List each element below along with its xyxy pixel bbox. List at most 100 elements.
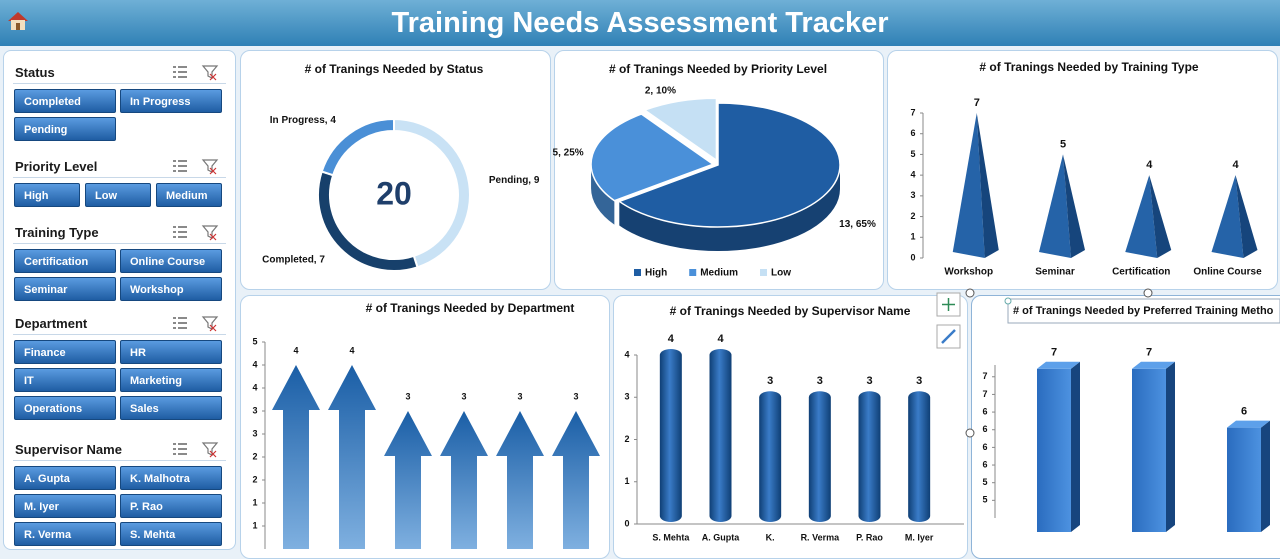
data-label: 3 (817, 375, 823, 387)
slicer-button[interactable]: Completed (14, 89, 116, 113)
slicer-icons[interactable] (170, 157, 220, 175)
title-box (1007, 298, 1280, 324)
y-tick-label: 5 (982, 477, 987, 487)
y-tick-label: 2 (910, 211, 915, 221)
y-tick-label: 4 (252, 359, 257, 369)
plot-area: 7 7 6 (1037, 347, 1270, 532)
arrow (496, 411, 544, 549)
y-tick-label: 0 (624, 518, 629, 528)
data-label: 4 (349, 345, 354, 355)
data-label: 7 (1051, 347, 1057, 359)
x-tick-label: K. (766, 532, 775, 542)
slicer-button[interactable]: High (14, 183, 80, 207)
bar (1037, 368, 1071, 532)
slicer-button[interactable]: S. Mehta (120, 522, 222, 546)
slicer-button[interactable]: Finance (14, 340, 116, 364)
pyramid (952, 113, 985, 258)
data-label: 4 (1232, 159, 1239, 171)
y-tick-label: 4 (624, 349, 629, 359)
slicer-button[interactable]: Low (85, 183, 151, 207)
legend-label: Low (771, 268, 791, 279)
slicer-button[interactable]: R. Verma (14, 522, 116, 546)
data-label: 2, 10% (645, 85, 676, 96)
data-label: 4 (1146, 159, 1153, 171)
arrow (384, 411, 432, 549)
pie-slice (643, 97, 718, 162)
y-tick-label: 5 (910, 149, 915, 159)
slicer-button[interactable]: IT (14, 368, 116, 392)
arrow (328, 365, 376, 549)
divider (13, 83, 226, 84)
cylinder (709, 349, 732, 522)
x-tick-label: R. Verma (801, 532, 841, 542)
slicer-button[interactable]: Pending (14, 117, 116, 141)
slicer-button[interactable]: Operations (14, 396, 116, 420)
total-label: 20 (376, 175, 412, 211)
data-label: 3 (517, 391, 522, 401)
slicer-icons[interactable] (170, 440, 220, 458)
y-tick-label: 6 (982, 406, 987, 416)
handle[interactable] (1143, 288, 1153, 298)
pie-slice (590, 113, 715, 202)
cylinder (659, 349, 682, 522)
slicer-icons[interactable] (170, 314, 220, 332)
data-label: 5, 25% (553, 147, 584, 158)
home-icon[interactable] (6, 10, 30, 32)
slicer-button[interactable]: Seminar (14, 277, 116, 301)
bar-side (1071, 361, 1080, 532)
data-label: 6 (1241, 406, 1247, 418)
divider (13, 460, 226, 461)
chart-title: # of Tranings Needed by Priority Level (609, 62, 827, 76)
y-tick-label: 5 (252, 336, 257, 346)
slicer-button[interactable]: HR (120, 340, 222, 364)
slicer-button[interactable]: P. Rao (120, 494, 222, 518)
bar-top (1132, 361, 1175, 369)
y-tick-label: 1 (252, 497, 257, 507)
chart-title: # of Tranings Needed by Preferred Traini… (1013, 305, 1274, 317)
data-label: 7 (974, 97, 980, 109)
data-label: 13, 65% (839, 219, 876, 230)
y-tick-label: 7 (982, 389, 987, 399)
pyramid-side (976, 113, 999, 258)
y-tick-label: 1 (910, 232, 915, 242)
data-label: 3 (573, 391, 578, 401)
slicer-button[interactable]: Medium (156, 183, 222, 207)
slicer-button[interactable]: M. Iyer (14, 494, 116, 518)
divider (13, 334, 226, 335)
data-label: 5 (1060, 138, 1066, 150)
slicer-button[interactable]: Sales (120, 396, 222, 420)
handle[interactable] (1004, 297, 1012, 305)
slicer-button[interactable]: K. Malhotra (120, 466, 222, 490)
slicer-button[interactable]: Online Course (120, 249, 222, 273)
data-label: 3 (767, 375, 773, 387)
y-tick-label: 2 (252, 451, 257, 461)
handle[interactable] (965, 428, 975, 438)
cylinder (808, 391, 831, 522)
data-label: 4 (717, 333, 724, 345)
slicer-icons[interactable] (170, 63, 220, 81)
y-tick-label: 3 (910, 190, 915, 200)
cylinder (908, 391, 931, 522)
x-tick-label: M. Iyer (905, 532, 934, 542)
y-tick-label: 3 (252, 428, 257, 438)
handle[interactable] (965, 288, 975, 298)
cylinder (759, 391, 782, 522)
slicer-button[interactable]: A. Gupta (14, 466, 116, 490)
slicer-button[interactable]: Workshop (120, 277, 222, 301)
data-label: In Progress, 4 (270, 115, 337, 126)
header: Training Needs Assessment Tracker (0, 0, 1280, 46)
y-tick-label: 7 (910, 107, 915, 117)
x-tick-label: Online Course (1193, 267, 1262, 278)
slicer-icons[interactable] (170, 223, 220, 241)
slicer-button[interactable]: Marketing (120, 368, 222, 392)
cylinder (858, 391, 881, 522)
bar-side (1261, 420, 1270, 532)
slicer-button[interactable]: In Progress (120, 89, 222, 113)
x-tick-label: P. Rao (856, 532, 883, 542)
y-tick-label: 6 (982, 442, 987, 452)
slicer-title: Department (15, 316, 88, 331)
x-tick-label: Seminar (1035, 267, 1075, 278)
slicer-button[interactable]: Certification (14, 249, 116, 273)
plus-icon (942, 298, 955, 311)
